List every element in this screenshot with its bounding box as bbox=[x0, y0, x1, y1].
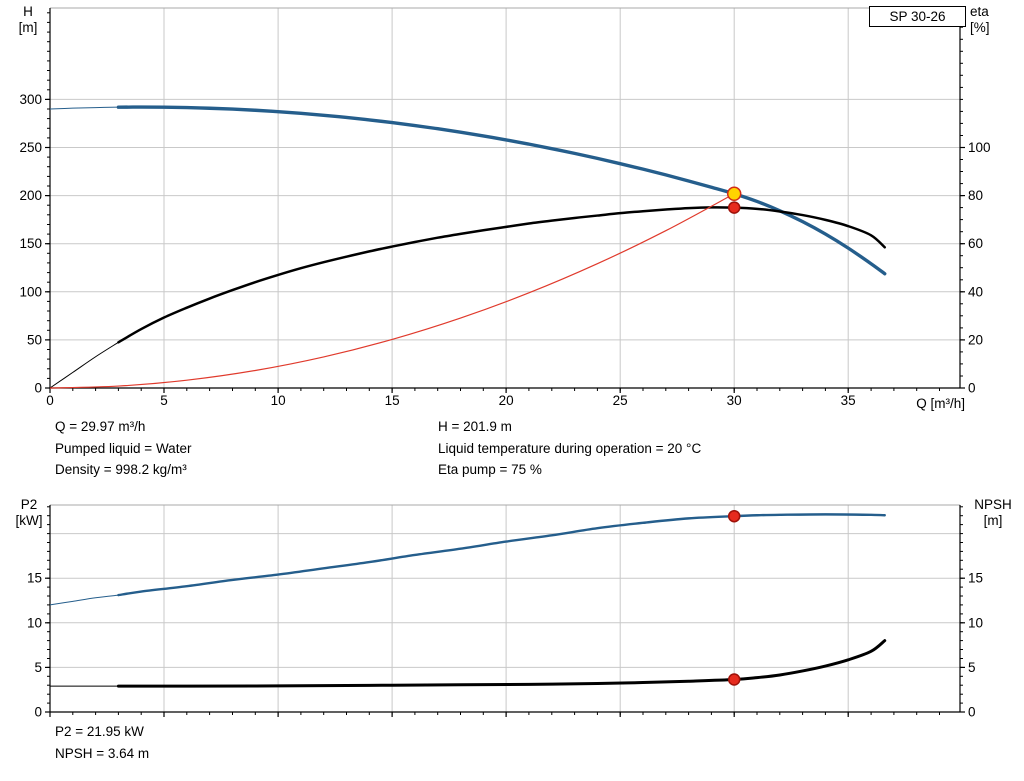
left-tick-label: 300 bbox=[19, 92, 42, 107]
eta-axis-title: eta [%] bbox=[970, 4, 1016, 36]
x-tick-label: 35 bbox=[841, 393, 856, 408]
head-curve bbox=[116, 105, 887, 276]
p2-npsh-chart[interactable]: 0 5 10 15 0 5 10 15 bbox=[27, 504, 983, 720]
x-tick-label: 0 bbox=[46, 393, 54, 408]
h-axis-title: H [m] bbox=[10, 4, 46, 36]
duty-point-eta[interactable] bbox=[727, 201, 741, 214]
right-tick-label: 100 bbox=[968, 140, 991, 155]
x-tick-label: 20 bbox=[499, 393, 514, 408]
q-axis-title: Q [m³/h] bbox=[916, 396, 965, 411]
h-axis-unit: [m] bbox=[18, 20, 38, 35]
left-tick-label: 250 bbox=[19, 140, 42, 155]
right-tick-label: 15 bbox=[968, 571, 983, 586]
npsh-axis-symbol: NPSH bbox=[974, 497, 1012, 512]
duty-annotations-left: Q = 29.97 m³/h Pumped liquid = Water Den… bbox=[55, 416, 191, 481]
left-tick-label: 10 bbox=[27, 615, 42, 630]
pump-model-badge: SP 30-26 bbox=[869, 6, 966, 27]
annotation-npsh: NPSH = 3.64 m bbox=[55, 745, 150, 761]
annotation-head: H = 201.9 m bbox=[438, 419, 512, 434]
right-tick-label: 0 bbox=[968, 381, 976, 396]
left-tick-label: 150 bbox=[19, 236, 42, 251]
eta-axis-unit: [%] bbox=[970, 20, 990, 35]
hq-chart[interactable]: 0 5 10 15 20 25 30 35 0 50 100 150 200 250 300 0 20 40 60 8… bbox=[19, 7, 991, 408]
npsh-axis-title: NPSH [m] bbox=[966, 497, 1020, 529]
p2-axis-symbol: P2 bbox=[20, 497, 38, 512]
annotation-density: Density = 998.2 kg/m³ bbox=[55, 462, 187, 477]
annotation-p2: P2 = 21.95 kW bbox=[55, 724, 144, 739]
efficiency-curve bbox=[117, 206, 886, 344]
x-tick-label: 30 bbox=[727, 393, 742, 408]
npsh-axis-unit: [m] bbox=[983, 513, 1003, 528]
h-axis-symbol: H bbox=[23, 4, 33, 19]
annotation-liquid-temperature: Liquid temperature during operation = 20… bbox=[438, 440, 702, 456]
system-curve bbox=[49, 193, 735, 389]
head-curve-lead bbox=[49, 106, 119, 110]
left-tick-label: 100 bbox=[19, 284, 42, 299]
left-tick-label: 50 bbox=[27, 332, 42, 347]
x-tick-label: 5 bbox=[160, 393, 168, 408]
right-tick-label: 10 bbox=[968, 615, 983, 630]
duty-annotations-right: H = 201.9 m Liquid temperature during op… bbox=[438, 416, 701, 481]
right-tick-label: 40 bbox=[968, 284, 983, 299]
right-tick-label: 5 bbox=[968, 660, 976, 675]
right-tick-label: 60 bbox=[968, 236, 983, 251]
right-tick-label: 20 bbox=[968, 332, 983, 347]
left-tick-label: 5 bbox=[34, 660, 42, 675]
x-tick-label: 25 bbox=[613, 393, 628, 408]
annotation-eta-pump: Eta pump = 75 % bbox=[438, 462, 542, 477]
left-tick-label: 200 bbox=[19, 188, 42, 203]
p2-curve bbox=[117, 513, 886, 597]
left-tick-label: 0 bbox=[34, 381, 42, 396]
p2-axis-unit: [kW] bbox=[15, 513, 43, 528]
x-tick-label: 15 bbox=[385, 393, 400, 408]
duty-annotations-bottom: P2 = 21.95 kW NPSH = 3.64 m bbox=[55, 721, 149, 764]
duty-point-p2[interactable] bbox=[727, 509, 741, 523]
p2-curve-lead bbox=[49, 594, 119, 606]
left-tick-label: 15 bbox=[27, 571, 42, 586]
duty-point-head[interactable] bbox=[726, 186, 742, 202]
p2-axis-title: P2 [kW] bbox=[8, 497, 50, 529]
x-tick-label: 10 bbox=[271, 393, 286, 408]
pump-model-label: SP 30-26 bbox=[889, 9, 946, 24]
npsh-curve bbox=[116, 639, 887, 688]
left-tick-label: 0 bbox=[34, 705, 42, 720]
annotation-pumped-liquid: Pumped liquid = Water bbox=[55, 440, 192, 456]
right-tick-label: 80 bbox=[968, 188, 983, 203]
eta-axis-symbol: eta bbox=[970, 4, 989, 19]
efficiency-curve-lead bbox=[49, 341, 119, 389]
annotation-flow: Q = 29.97 m³/h bbox=[55, 419, 146, 434]
right-tick-label: 0 bbox=[968, 705, 976, 720]
duty-point-npsh[interactable] bbox=[727, 673, 741, 686]
